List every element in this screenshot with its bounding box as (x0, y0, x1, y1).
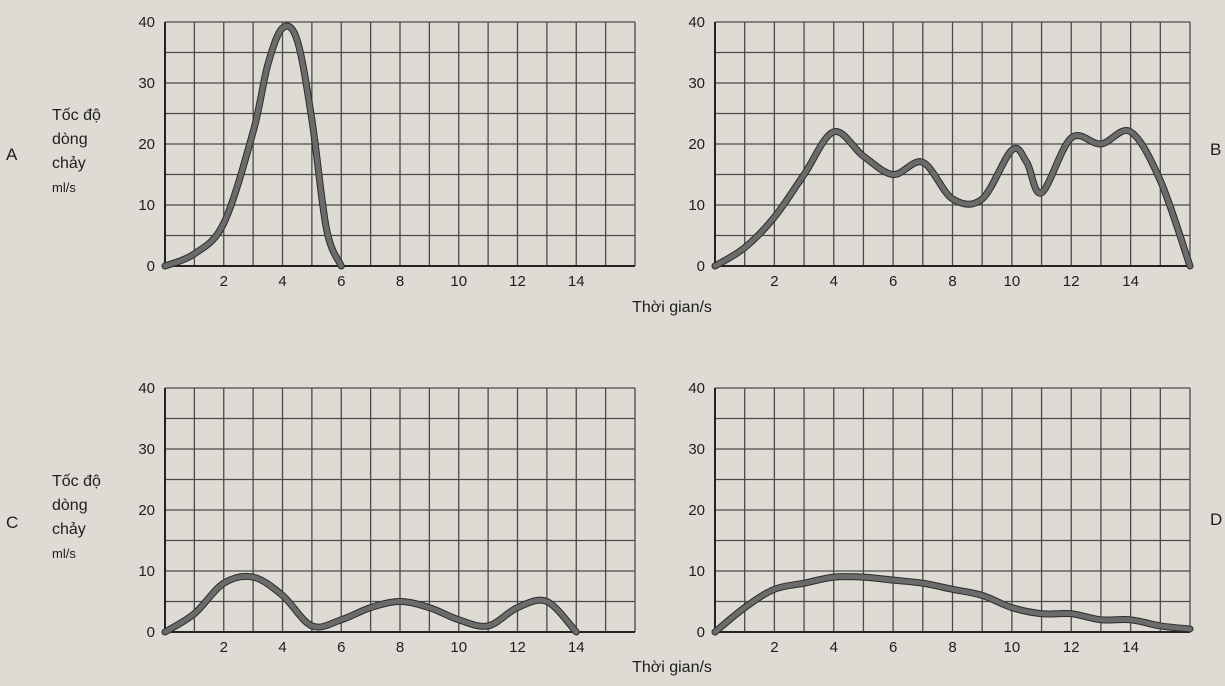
y-axis-label-line: ml/s (52, 546, 76, 561)
y-tick-label: 20 (688, 502, 705, 519)
panel-letter: D (1210, 510, 1222, 529)
x-tick-label: 10 (1004, 273, 1021, 290)
x-tick-label: 12 (1063, 639, 1080, 656)
x-tick-label: 12 (509, 639, 526, 656)
x-tick-label: 12 (1063, 273, 1080, 290)
x-tick-label: 8 (948, 639, 956, 656)
x-axis-label: Thời gian/s (632, 299, 712, 316)
y-tick-label: 30 (688, 75, 705, 92)
x-tick-label: 14 (568, 639, 585, 656)
series-line (712, 574, 1193, 635)
y-tick-label: 0 (697, 624, 705, 641)
y-tick-label: 40 (688, 14, 705, 31)
x-tick-label: 10 (1004, 639, 1021, 656)
x-tick-label: 6 (889, 273, 897, 290)
x-tick-label: 6 (337, 273, 345, 290)
x-tick-label: 14 (1122, 639, 1139, 656)
y-tick-label: 30 (138, 75, 155, 92)
y-tick-label: 10 (688, 197, 705, 214)
chart-panel-c: 0 10 20 30 40 2 4 6 8 10 12 14 C Tốc độ dòng chảy ml/s Th… (6, 380, 712, 676)
x-tick-label: 4 (278, 273, 286, 290)
series-line (162, 23, 344, 269)
chart-panel-a: 0 10 20 30 40 2 4 6 8 10 12 14 A Tốc độ dòng chảy ml/s (6, 14, 636, 290)
y-axis-label-line: Tốc độ (52, 107, 101, 124)
y-axis-label-line: dòng (52, 131, 88, 148)
y-tick-label: 40 (138, 380, 155, 397)
x-tick-label: 6 (337, 639, 345, 656)
panel-letter: C (6, 513, 18, 532)
x-axis-label: Thời gian/s (632, 659, 712, 676)
y-tick-label: 0 (147, 624, 155, 641)
y-axis-label-line: Tốc độ (52, 473, 101, 490)
y-tick-label: 30 (688, 441, 705, 458)
x-tick-label: 14 (568, 273, 585, 290)
x-tick-label: 10 (450, 273, 467, 290)
y-tick-label: 30 (138, 441, 155, 458)
x-tick-label: 4 (830, 273, 838, 290)
y-tick-label: 20 (138, 136, 155, 153)
x-tick-label: 8 (948, 273, 956, 290)
chart-panel-b: 0 10 20 30 40 2 4 6 8 10 12 14 B Thời gian/s (632, 14, 1221, 316)
y-axis-label-line: ml/s (52, 180, 76, 195)
panel-letter: B (1210, 140, 1221, 159)
x-tick-label: 10 (450, 639, 467, 656)
y-tick-label: 10 (688, 563, 705, 580)
y-tick-label: 10 (138, 563, 155, 580)
x-tick-label: 6 (889, 639, 897, 656)
x-tick-label: 4 (278, 639, 286, 656)
y-axis-label-line: dòng (52, 497, 88, 514)
x-tick-label: 2 (220, 639, 228, 656)
panel-letter: A (6, 145, 18, 164)
x-tick-label: 8 (396, 639, 404, 656)
series-line (162, 573, 579, 635)
x-tick-label: 2 (770, 273, 778, 290)
y-tick-label: 40 (688, 380, 705, 397)
x-tick-label: 2 (220, 273, 228, 290)
y-tick-label: 20 (688, 136, 705, 153)
y-tick-label: 20 (138, 502, 155, 519)
y-tick-label: 0 (697, 258, 705, 275)
series-line (712, 128, 1193, 269)
y-tick-label: 10 (138, 197, 155, 214)
chart-panel-d: 0 10 20 30 40 2 4 6 8 10 12 14 D (688, 380, 1222, 656)
x-tick-label: 2 (770, 639, 778, 656)
x-tick-label: 4 (830, 639, 838, 656)
x-tick-label: 12 (509, 273, 526, 290)
y-tick-label: 40 (138, 14, 155, 31)
y-axis-label-line: chảy (52, 155, 86, 172)
y-tick-label: 0 (147, 258, 155, 275)
x-tick-label: 14 (1122, 273, 1139, 290)
y-axis-label-line: chảy (52, 521, 86, 538)
x-tick-label: 8 (396, 273, 404, 290)
